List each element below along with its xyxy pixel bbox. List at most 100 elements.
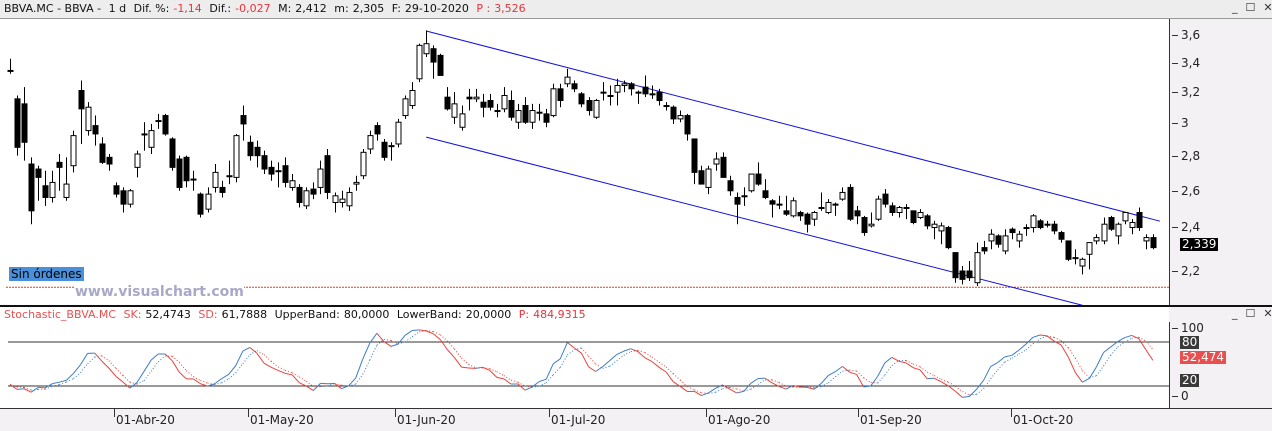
date-axis[interactable]: 01-Abr-20 01-May-20 01-Jun-20 01-Jul-20 … xyxy=(0,408,1272,431)
price-chart[interactable]: Sin órdenes www.visualchart.com xyxy=(0,19,1169,305)
candle-body-up xyxy=(86,107,91,130)
candle xyxy=(234,134,239,182)
candle xyxy=(671,106,676,124)
candle xyxy=(1031,214,1036,232)
sk-line-segment xyxy=(356,359,363,378)
candle-body-up xyxy=(368,136,373,149)
sd-line-segment xyxy=(116,368,123,375)
candle-body-down xyxy=(784,211,789,214)
sd-line-segment xyxy=(624,351,631,355)
sd-line-segment xyxy=(687,387,694,390)
candle xyxy=(1003,229,1008,254)
candle xyxy=(685,114,690,141)
stochastic-axis[interactable]: 100 80 52,474 20 0 xyxy=(1169,322,1272,408)
sk-line-segment xyxy=(243,347,250,351)
candle xyxy=(43,171,48,206)
channel-lower-line xyxy=(426,137,1082,305)
sk-line-segment xyxy=(680,386,687,391)
close-button[interactable]: ✕ xyxy=(1263,307,1272,320)
sk-line-segment xyxy=(271,367,278,370)
candle xyxy=(424,30,429,57)
candle-body-up xyxy=(551,89,556,116)
maximize-button[interactable]: ☐ xyxy=(1246,307,1260,320)
candle xyxy=(1087,243,1092,270)
band-20-label: 20 xyxy=(1180,374,1199,387)
candle-body-down xyxy=(262,156,267,169)
max-label: M: xyxy=(278,2,291,15)
sd-line-segment xyxy=(553,367,560,375)
sk-line-segment xyxy=(264,363,271,367)
sk-line-segment xyxy=(955,391,962,397)
candle xyxy=(756,162,761,185)
sd-line-segment xyxy=(1033,339,1040,344)
candle-body-up xyxy=(142,134,147,135)
watermark: www.visualchart.com xyxy=(75,284,244,301)
candle xyxy=(403,96,408,119)
sk-line-segment xyxy=(596,367,603,372)
candle xyxy=(71,131,76,173)
candle xyxy=(890,202,895,215)
candle xyxy=(608,85,613,105)
close-button[interactable]: ✕ xyxy=(1263,1,1272,14)
sk-line-segment xyxy=(278,370,285,373)
sk-line-segment xyxy=(462,367,469,368)
sd-line-segment xyxy=(998,362,1005,370)
candle xyxy=(100,137,105,164)
candle xyxy=(184,156,189,188)
sk-line-segment xyxy=(758,378,765,379)
min-label: m: xyxy=(334,2,348,15)
candle-body-down xyxy=(375,126,380,134)
candle-body-up xyxy=(502,96,507,109)
candle-body-up xyxy=(826,202,831,212)
candle-body-down xyxy=(114,186,119,194)
orders-badge[interactable]: Sin órdenes xyxy=(9,267,84,281)
candle-body-down xyxy=(163,116,168,134)
candle xyxy=(121,187,126,212)
candle-body-up xyxy=(714,159,719,164)
candle-body-down xyxy=(431,49,436,62)
minimize-button[interactable]: _ xyxy=(1232,1,1242,14)
maximize-button[interactable]: ☐ xyxy=(1246,1,1260,14)
sd-line-segment xyxy=(1096,366,1103,376)
sd-line-segment xyxy=(941,380,948,382)
candle xyxy=(1038,219,1043,229)
candle xyxy=(86,102,91,135)
sd-line-segment xyxy=(236,364,243,373)
candle xyxy=(728,176,733,196)
sk-line-segment xyxy=(998,357,1005,363)
sd-line-segment xyxy=(828,377,835,383)
candle xyxy=(876,196,881,221)
candle xyxy=(57,154,62,191)
sd-line-segment xyxy=(913,364,920,367)
sd-line-segment xyxy=(81,364,88,373)
sd-line-segment xyxy=(977,389,984,395)
minimize-button[interactable]: _ xyxy=(1232,307,1242,320)
candle xyxy=(389,142,394,160)
candle xyxy=(445,87,450,110)
candle xyxy=(452,92,457,124)
candle xyxy=(79,80,84,144)
candle xyxy=(177,156,182,191)
candle xyxy=(784,196,789,216)
candle xyxy=(770,199,775,217)
candle xyxy=(939,223,944,245)
candle xyxy=(213,164,218,192)
candle-body-up xyxy=(50,182,55,197)
sd-line-segment xyxy=(1068,348,1075,358)
price-axis[interactable]: 3,6 3,4 3,2 3 2,8 2,6 2,4 2,339 2,2 xyxy=(1169,19,1272,305)
candle xyxy=(325,149,330,199)
candle-body-up xyxy=(706,169,711,187)
candle xyxy=(29,157,34,224)
candle xyxy=(149,124,154,154)
candle-body-down xyxy=(1109,218,1114,230)
sk-line-segment xyxy=(645,358,652,362)
candle xyxy=(1059,231,1064,243)
sd-line-segment xyxy=(617,355,624,360)
candle xyxy=(269,161,274,181)
date-label: 01-Ago-20 xyxy=(708,413,770,427)
sd-line-segment xyxy=(878,375,885,383)
stochastic-plot[interactable] xyxy=(0,322,1169,408)
chart-header: BBVA.MC - BBVA - 1 d Dif. %:-1,14 Dif.:-… xyxy=(0,0,1272,19)
date-label: 01-May-20 xyxy=(250,413,314,427)
candle xyxy=(509,90,514,120)
